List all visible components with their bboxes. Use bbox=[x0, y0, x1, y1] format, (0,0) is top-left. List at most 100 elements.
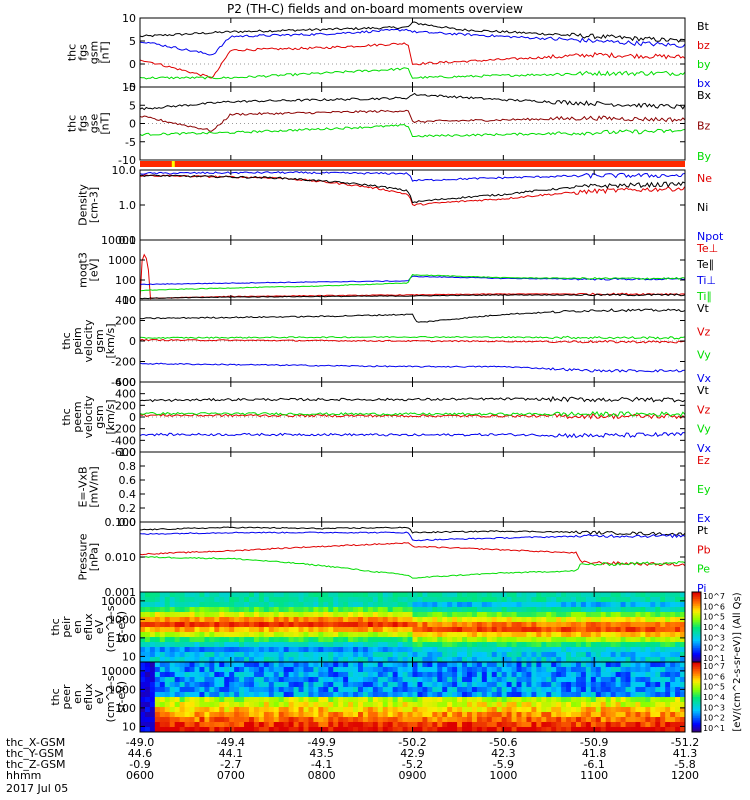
spectrogram-cell bbox=[556, 627, 562, 633]
spectrogram-cell bbox=[615, 647, 622, 653]
spectrogram-cell bbox=[452, 647, 458, 653]
spectrogram-cell bbox=[566, 727, 572, 732]
spectrogram-cell bbox=[199, 722, 205, 728]
spectrogram-cell bbox=[660, 667, 666, 673]
spectrogram-cell bbox=[303, 597, 310, 603]
spectrogram-cell bbox=[412, 702, 419, 708]
spectrogram-cell bbox=[580, 717, 587, 723]
spectrogram-cell bbox=[189, 652, 196, 658]
spectrogram-cell bbox=[273, 642, 280, 648]
x-axis-value-label: -51.2 bbox=[671, 736, 699, 749]
spectrogram-cell bbox=[169, 632, 176, 638]
spectrogram-cell bbox=[526, 702, 532, 708]
spectrogram-cell bbox=[491, 702, 498, 708]
spectrogram-cell bbox=[318, 632, 324, 638]
spectrogram-cell bbox=[427, 682, 433, 688]
spectrogram-cell bbox=[462, 647, 468, 653]
spectrogram-cell bbox=[372, 607, 379, 613]
spectrogram-cell bbox=[432, 647, 438, 653]
spectrogram-cell bbox=[556, 592, 562, 598]
y-tick-label: 0.100 bbox=[105, 516, 137, 529]
spectrogram-cell bbox=[387, 627, 394, 633]
spectrogram-cell bbox=[258, 722, 265, 728]
spectrogram-cell bbox=[174, 617, 181, 623]
spectrogram-cell bbox=[194, 722, 201, 728]
spectrogram-cell bbox=[635, 597, 641, 603]
spectrogram-cell bbox=[253, 622, 260, 628]
spectrogram-cell bbox=[615, 712, 622, 718]
spectrogram-cell bbox=[239, 592, 245, 598]
spectrogram-cell bbox=[576, 662, 582, 668]
spectrogram-cell bbox=[675, 627, 681, 633]
spectrogram-cell bbox=[318, 657, 324, 662]
spectrogram-cell bbox=[541, 632, 547, 638]
spectrogram-cell bbox=[620, 612, 627, 618]
spectrogram-cell bbox=[635, 692, 641, 698]
spectrogram-cell bbox=[536, 627, 542, 633]
spectrogram-cell bbox=[372, 642, 379, 648]
y-tick-label: 0 bbox=[129, 58, 136, 71]
spectrogram-cell bbox=[471, 647, 478, 653]
spectrogram-cell bbox=[402, 652, 409, 658]
spectrogram-cell bbox=[615, 657, 622, 662]
spectrogram-cell bbox=[655, 702, 661, 708]
spectrogram-cell bbox=[561, 627, 567, 633]
spectrogram-cell bbox=[154, 702, 161, 708]
spectrogram-cell bbox=[219, 707, 225, 713]
spectrogram-cell bbox=[303, 662, 310, 668]
spectrogram-cell bbox=[422, 692, 428, 698]
spectrogram-cell bbox=[179, 617, 186, 623]
spectrogram-cell bbox=[288, 622, 295, 628]
spectrogram-cell bbox=[174, 717, 181, 723]
spectrogram-cell bbox=[209, 602, 215, 608]
spectrogram-cell bbox=[263, 687, 270, 693]
spectrogram-cell bbox=[189, 667, 196, 673]
spectrogram-cell bbox=[590, 682, 597, 688]
spectrogram-cell bbox=[486, 692, 493, 698]
colorbar-cell bbox=[692, 709, 701, 712]
spectrogram-cell bbox=[253, 682, 260, 688]
spectrogram-cell bbox=[496, 612, 503, 618]
spectrogram-cell bbox=[675, 692, 681, 698]
spectrogram-cell bbox=[293, 667, 300, 673]
spectrogram-cell bbox=[308, 607, 314, 613]
spectrogram-cell bbox=[258, 622, 265, 628]
x-axis-value-x_gsm: 43.5 bbox=[309, 747, 334, 760]
legend-Te⊥: Te⊥ bbox=[696, 242, 718, 255]
spectrogram-cell bbox=[585, 657, 592, 662]
spectrogram-cell bbox=[546, 727, 552, 732]
spectrogram-cell bbox=[585, 672, 592, 678]
spectrogram-cell bbox=[323, 637, 329, 643]
y-axis-label-line: [mV/m] bbox=[88, 466, 101, 507]
colorbar-tick-label: 10^6 bbox=[703, 602, 725, 611]
spectrogram-cell bbox=[511, 632, 518, 638]
spectrogram-cell bbox=[625, 727, 632, 732]
spectrogram-cell bbox=[367, 682, 374, 688]
spectrogram-cell bbox=[154, 602, 161, 608]
spectrogram-cell bbox=[313, 642, 319, 648]
x-axis-value-time: 0700 bbox=[217, 769, 245, 782]
spectrogram-cell bbox=[348, 607, 354, 613]
spectrogram-cell bbox=[184, 702, 191, 708]
spectrogram-cell bbox=[397, 702, 404, 708]
spectrogram-cell bbox=[412, 722, 419, 728]
spectrogram-cell bbox=[660, 637, 666, 643]
spectrogram-cell bbox=[149, 617, 156, 623]
spectrogram-cell bbox=[506, 722, 513, 728]
spectrogram-cell bbox=[511, 672, 518, 678]
spectrogram-cell bbox=[174, 677, 181, 683]
y-tick-label: -400 bbox=[111, 434, 136, 447]
x-axis-value-x_gsm: 41.3 bbox=[673, 747, 698, 760]
spectrogram-cell bbox=[293, 687, 300, 693]
spectrogram-cell bbox=[427, 637, 433, 643]
spectrogram-cell bbox=[452, 682, 458, 688]
spectrogram-cell bbox=[229, 662, 235, 668]
spectrogram-cell bbox=[576, 637, 582, 643]
spectrogram-cell bbox=[239, 682, 245, 688]
spectrogram-cell bbox=[278, 642, 285, 648]
spectrogram-cell bbox=[571, 607, 577, 613]
spectrogram-cell bbox=[680, 622, 685, 628]
spectrogram-cell bbox=[313, 672, 319, 678]
spectrogram-cell bbox=[462, 692, 468, 698]
